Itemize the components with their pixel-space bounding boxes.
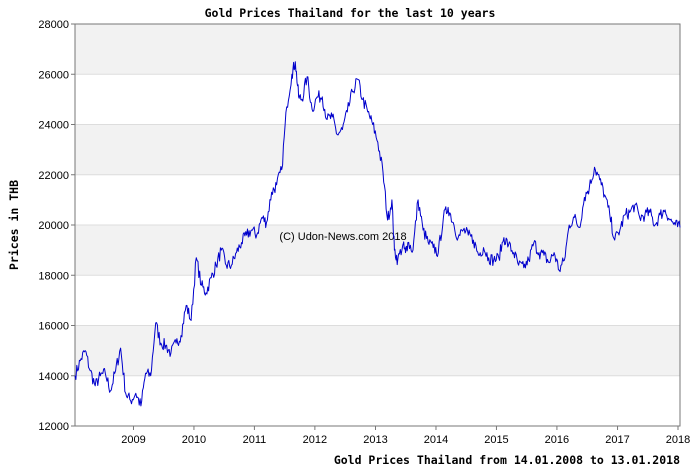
y-tick-label: 26000 [38, 69, 69, 81]
plot-band [75, 325, 680, 376]
x-tick-label: 2012 [303, 434, 327, 446]
series-line-gold-price [74, 61, 681, 407]
plot-band [75, 225, 680, 276]
x-axis-label: Gold Prices Thailand from 14.01.2008 to … [334, 453, 680, 467]
y-axis-label: Prices in THB [7, 180, 21, 270]
x-tick-label: 2011 [243, 434, 267, 446]
plot-band [75, 174, 680, 225]
x-tick-label: 2017 [605, 434, 629, 446]
y-tick-label: 16000 [38, 321, 69, 333]
plot-band [75, 375, 680, 426]
x-axis-ticks: 2009 2010 2011 2012 2013 2014 2015 2016 2017 2018 [121, 426, 690, 446]
x-tick-label: 2016 [545, 434, 569, 446]
plot-background-bands [75, 24, 680, 426]
y-tick-label: 28000 [38, 19, 69, 31]
y-tick-label: 14000 [38, 371, 69, 383]
y-tick-label: 22000 [38, 170, 69, 182]
plot-band [75, 124, 680, 175]
y-axis-ticks: 12000 14000 16000 18000 20000 22000 24000 26000… [38, 19, 75, 433]
y-tick-label: 18000 [38, 270, 69, 282]
plot-band [75, 74, 680, 125]
x-tick-label: 2010 [182, 434, 206, 446]
x-tick-label: 2015 [484, 434, 508, 446]
x-tick-label: 2009 [121, 434, 145, 446]
y-tick-label: 20000 [38, 220, 69, 232]
watermark-text: (C) Udon-News.com 2018 [279, 231, 406, 243]
chart-title: Gold Prices Thailand for the last 10 yea… [205, 6, 496, 20]
plot-band [75, 275, 680, 326]
x-tick-label: 2018 [666, 434, 690, 446]
x-tick-label: 2014 [424, 434, 448, 446]
x-tick-label: 2013 [363, 434, 387, 446]
y-tick-label: 24000 [38, 120, 69, 132]
plot-band [75, 24, 680, 75]
y-tick-label: 12000 [38, 421, 69, 433]
